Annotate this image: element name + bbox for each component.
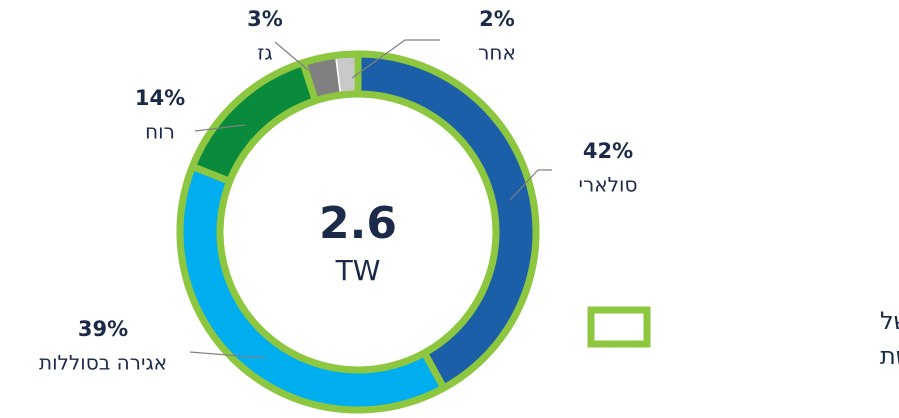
category-label: אחר: [478, 41, 516, 65]
legend-swatch: [587, 306, 651, 348]
category-label: סולארי: [579, 173, 638, 197]
category-label: אגירה בסוללות: [39, 351, 167, 375]
leader-line: [274, 41, 309, 71]
legend-text: = פרויקטים של: [880, 307, 899, 335]
leader-line: [189, 351, 266, 359]
leader-line: [194, 124, 246, 132]
donut-segment: [354, 50, 540, 392]
leader-line: [509, 169, 552, 201]
data-label: 42%: [583, 139, 633, 163]
center-unit: TW: [335, 254, 381, 287]
donut-segment: [176, 162, 448, 414]
leader-line: [351, 39, 440, 79]
data-label: 14%: [135, 86, 185, 110]
legend-text: אנרגיה מתחדשת: [880, 342, 899, 370]
category-label: רוח: [145, 120, 175, 144]
donut-segment: [189, 59, 319, 185]
data-label: 39%: [78, 317, 128, 341]
data-label: 3%: [247, 7, 283, 31]
center-value: 2.6: [319, 198, 397, 249]
data-label: 2%: [479, 7, 515, 31]
category-label: גז: [257, 41, 272, 65]
